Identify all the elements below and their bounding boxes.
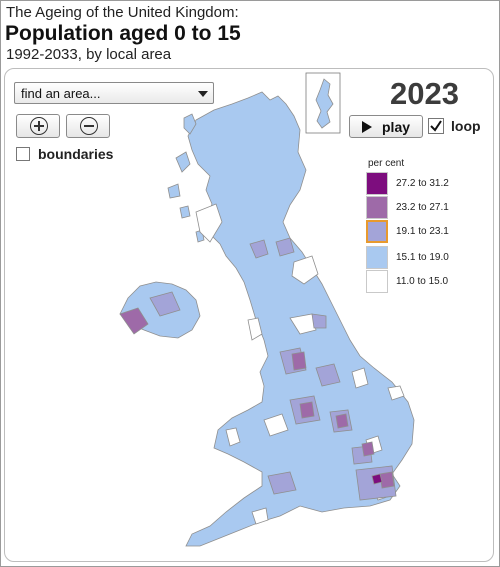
area-lanarkshire	[249, 239, 269, 259]
area-argyll	[195, 203, 223, 243]
zoom-in-button[interactable]	[16, 114, 60, 138]
legend-swatch-11-15	[366, 270, 388, 293]
zoom-out-button[interactable]	[66, 114, 110, 138]
play-button[interactable]: play	[349, 115, 423, 138]
legend-label-27-31: 27.2 to 31.2	[396, 178, 449, 189]
legend-title: per cent	[368, 158, 405, 169]
legend-swatch-27-31	[366, 172, 388, 195]
area-birmingham	[299, 401, 315, 419]
area-peterborough	[361, 441, 375, 457]
boundaries-checkbox[interactable]	[16, 147, 30, 161]
area-search-dropdown[interactable]: find an area...	[14, 82, 214, 104]
area-essex	[379, 471, 395, 489]
legend-swatch-15-19	[366, 246, 388, 269]
page-subtitle: 1992-2033, by local area	[6, 46, 172, 63]
legend-label-23-27: 23.2 to 27.1	[396, 202, 449, 213]
area-yorkshire	[315, 363, 341, 387]
legend-swatch-23-27	[366, 196, 388, 219]
area-borders	[291, 255, 319, 285]
checkmark-icon	[430, 120, 442, 132]
area-tower-hamlets	[371, 473, 383, 485]
zoom-in-icon	[30, 117, 48, 135]
area-leicester	[335, 413, 349, 429]
area-tyneside	[311, 313, 327, 329]
play-icon	[362, 121, 372, 133]
area-devon-coast	[251, 507, 269, 525]
area-fermanagh	[119, 307, 149, 335]
area-west-wales	[225, 427, 241, 447]
area-derry	[149, 291, 181, 317]
area-edinburgh	[275, 237, 295, 257]
area-lincolnshire	[351, 367, 369, 389]
skye	[175, 151, 191, 173]
zoom-out-icon	[80, 117, 98, 135]
legend-swatch-19-23[interactable]	[366, 220, 388, 243]
chevron-down-icon[interactable]	[198, 91, 208, 97]
mull	[167, 183, 181, 199]
area-north-yorkshire	[289, 313, 317, 335]
area-cumbria-coast	[247, 317, 263, 341]
area-shropshire	[263, 413, 289, 437]
title-line-1: The Ageing of the United Kingdom:	[6, 4, 239, 21]
hebrides-north	[183, 113, 197, 135]
area-search-value: find an area...	[21, 86, 101, 101]
boundaries-label: boundaries	[38, 146, 114, 162]
area-south-wales	[267, 471, 297, 495]
legend-label-11-15: 11.0 to 15.0	[396, 276, 449, 287]
area-norfolk	[387, 385, 405, 401]
page-title: Population aged 0 to 15	[5, 22, 241, 45]
area-manchester	[291, 351, 307, 371]
shetland-islands	[315, 78, 334, 129]
legend-label-15-19: 15.1 to 19.0	[396, 252, 449, 263]
loop-checkbox[interactable]	[428, 118, 444, 134]
islay	[179, 205, 191, 219]
play-label: play	[382, 119, 411, 135]
legend-label-19-23: 19.1 to 23.1	[396, 226, 449, 237]
loop-label: loop	[451, 118, 481, 134]
year-display: 2023	[390, 76, 459, 111]
